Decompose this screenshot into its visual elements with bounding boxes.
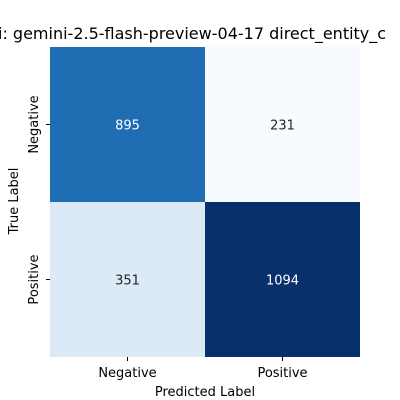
cell-value-label: 1094 <box>266 274 299 289</box>
x-tick-label-positive: Positive <box>257 366 307 381</box>
heatmap-cell-positive-negative <box>50 202 205 357</box>
y-tick-label-positive: Positive <box>27 254 42 304</box>
y-axis-ticks: Negative Positive <box>27 95 50 305</box>
y-tick-label-negative: Negative <box>27 95 42 153</box>
x-axis-ticks: Negative Positive <box>98 357 308 381</box>
x-axis-label: Predicted Label <box>155 385 255 400</box>
cell-value-label: 351 <box>115 274 140 289</box>
cell-value-label: 231 <box>270 119 295 134</box>
cell-value-label: 895 <box>115 119 140 134</box>
heatmap-cells <box>50 47 360 357</box>
y-axis-label: True Label <box>7 168 22 236</box>
heatmap-cell-negative-positive <box>205 47 360 202</box>
heatmap-cell-negative-negative <box>50 47 205 202</box>
x-tick-label-negative: Negative <box>98 366 156 381</box>
heatmap-cell-positive-positive <box>205 202 360 357</box>
chart-title: i: gemini-2.5-flash-preview-04-17 direct… <box>0 24 386 44</box>
heatmap-cell-labels: 895 231 351 1094 <box>115 119 299 289</box>
